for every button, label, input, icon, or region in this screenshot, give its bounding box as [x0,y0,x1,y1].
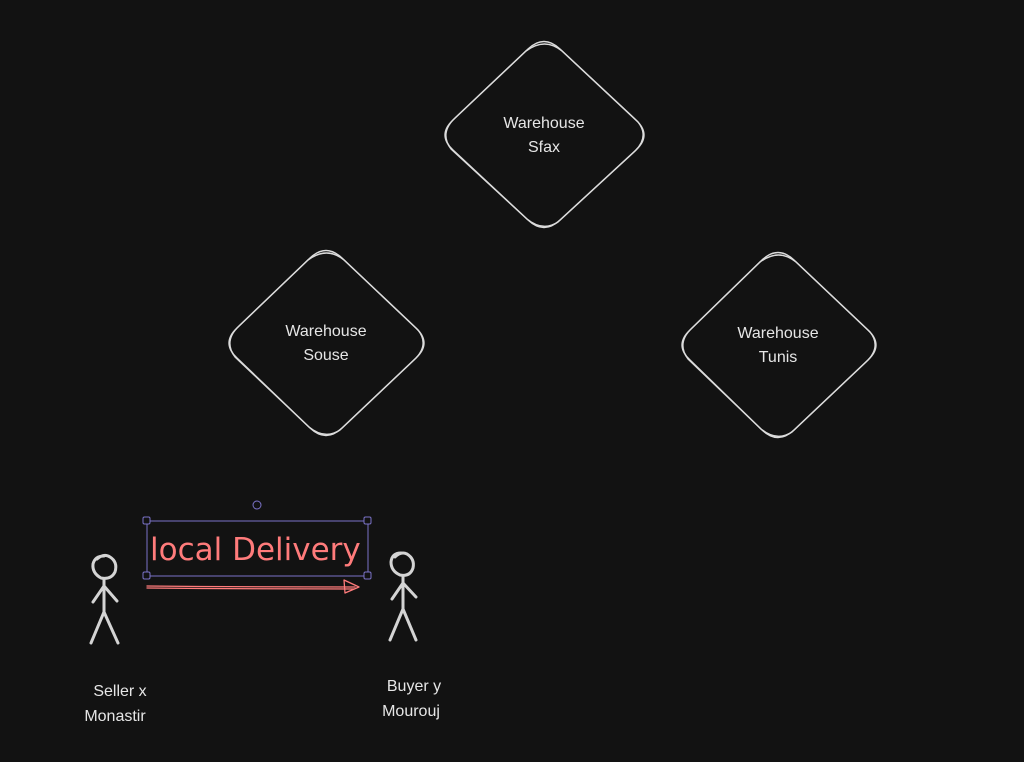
seller-figure[interactable]: Seller x Monastir [84,553,147,725]
warehouse-souse-diamond [228,249,425,437]
warehouse-sfax-node[interactable]: Warehouse Sfax [444,40,645,229]
warehouse-sfax-label-line1: Warehouse [503,115,584,132]
buyer-body-icon [388,574,418,642]
resize-handle-bottom-left[interactable] [142,571,151,580]
warehouse-tunis-diamond-outline [682,254,876,437]
warehouse-sfax-diamond-outline [445,43,644,227]
warehouse-souse-label-line1: Warehouse [285,323,366,340]
delivery-arrow[interactable] [146,579,360,594]
warehouse-souse-node[interactable]: Warehouse Souse [228,249,425,437]
seller-label-line2: Monastir [84,708,146,725]
seller-head-icon [91,553,118,580]
buyer-head-icon [389,551,415,577]
resize-handle-bottom-right[interactable] [363,571,372,580]
local-delivery-label: local Delivery [150,532,361,568]
warehouse-tunis-node[interactable]: Warehouse Tunis [681,251,877,439]
buyer-figure[interactable]: Buyer y Mourouj [382,551,441,720]
seller-body-icon [89,577,120,645]
warehouse-sfax-diamond [444,40,645,229]
warehouse-souse-label-line2: Souse [303,347,348,364]
warehouse-tunis-diamond [681,251,877,439]
buyer-label-line2: Mourouj [382,703,440,720]
seller-label-line1: Seller x [93,683,146,700]
buyer-label-line1: Buyer y [387,678,441,695]
resize-handle-top-left[interactable] [142,516,151,525]
delivery-arrow-head-icon [343,579,360,594]
warehouse-tunis-label-line1: Warehouse [737,325,818,342]
delivery-arrow-shaft [146,585,356,590]
rotate-handle[interactable] [252,500,262,510]
warehouse-sfax-label-line2: Sfax [528,139,560,156]
warehouse-tunis-label-line2: Tunis [759,349,798,366]
local-delivery-text-element[interactable]: local Delivery [142,500,372,580]
selection-box [146,520,369,577]
resize-handle-top-right[interactable] [363,516,372,525]
warehouse-souse-diamond-outline [229,252,424,435]
